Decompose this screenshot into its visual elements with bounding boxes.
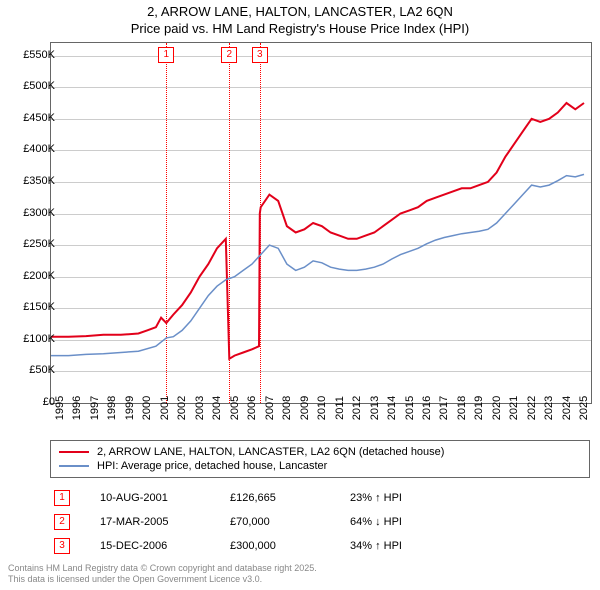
y-tick-label: £300K	[15, 207, 55, 219]
chart-container: 2, ARROW LANE, HALTON, LANCASTER, LA2 6Q…	[0, 0, 600, 590]
footer-line-2: This data is licensed under the Open Gov…	[8, 574, 317, 586]
legend-label: 2, ARROW LANE, HALTON, LANCASTER, LA2 6Q…	[97, 446, 444, 458]
y-tick-label: £250K	[15, 238, 55, 250]
x-tick-label: 2012	[351, 396, 363, 420]
event-number: 1	[54, 490, 70, 506]
title-line-2: Price paid vs. HM Land Registry's House …	[0, 21, 600, 38]
x-tick-label: 1995	[54, 396, 66, 420]
x-tick-label: 1998	[106, 396, 118, 420]
plot-area: 123	[50, 42, 592, 404]
x-tick-label: 2001	[159, 396, 171, 420]
x-tick-label: 2024	[561, 396, 573, 420]
event-row: 1 10-AUG-2001£126,66523% ↑ HPI	[50, 486, 590, 510]
event-table: 1 10-AUG-2001£126,66523% ↑ HPI 2 17-MAR-200…	[50, 486, 590, 558]
legend-swatch	[59, 465, 89, 467]
legend-box: 2, ARROW LANE, HALTON, LANCASTER, LA2 6Q…	[50, 440, 590, 478]
x-tick-label: 1997	[89, 396, 101, 420]
legend-label: HPI: Average price, detached house, Lanc…	[97, 460, 327, 472]
legend-swatch	[59, 451, 89, 453]
event-price: £126,665	[230, 492, 350, 504]
x-tick-label: 2013	[369, 396, 381, 420]
y-tick-label: £50K	[15, 364, 55, 376]
line-series	[51, 43, 591, 403]
y-tick-label: £550K	[15, 49, 55, 61]
footer-text: Contains HM Land Registry data © Crown c…	[8, 563, 317, 586]
x-tick-label: 2023	[543, 396, 555, 420]
event-row: 3 15-DEC-2006£300,00034% ↑ HPI	[50, 534, 590, 558]
y-tick-label: £0	[15, 396, 55, 408]
x-tick-label: 2018	[456, 396, 468, 420]
x-tick-label: 2000	[141, 396, 153, 420]
event-price: £70,000	[230, 516, 350, 528]
x-tick-label: 2004	[211, 396, 223, 420]
series-price_paid	[51, 103, 584, 359]
event-row: 2 17-MAR-2005£70,00064% ↓ HPI	[50, 510, 590, 534]
event-hpi: 23% ↑ HPI	[350, 492, 470, 504]
legend-row: 2, ARROW LANE, HALTON, LANCASTER, LA2 6Q…	[59, 445, 581, 459]
chart-title: 2, ARROW LANE, HALTON, LANCASTER, LA2 6Q…	[0, 0, 600, 38]
y-tick-label: £200K	[15, 270, 55, 282]
event-number: 2	[54, 514, 70, 530]
footer-line-1: Contains HM Land Registry data © Crown c…	[8, 563, 317, 575]
event-date: 15-DEC-2006	[100, 540, 230, 552]
x-tick-label: 2007	[264, 396, 276, 420]
y-tick-label: £100K	[15, 333, 55, 345]
y-tick-label: £350K	[15, 175, 55, 187]
legend-row: HPI: Average price, detached house, Lanc…	[59, 459, 581, 473]
x-tick-label: 2005	[229, 396, 241, 420]
x-tick-label: 2019	[473, 396, 485, 420]
x-tick-label: 2006	[246, 396, 258, 420]
x-tick-label: 2017	[438, 396, 450, 420]
x-tick-label: 2010	[316, 396, 328, 420]
y-tick-label: £450K	[15, 112, 55, 124]
x-tick-label: 2009	[299, 396, 311, 420]
event-hpi: 34% ↑ HPI	[350, 540, 470, 552]
legend-area: 2, ARROW LANE, HALTON, LANCASTER, LA2 6Q…	[50, 440, 590, 558]
x-tick-label: 2011	[334, 396, 346, 420]
event-number: 3	[54, 538, 70, 554]
event-date: 10-AUG-2001	[100, 492, 230, 504]
x-tick-label: 2003	[194, 396, 206, 420]
x-tick-label: 1996	[71, 396, 83, 420]
event-date: 17-MAR-2005	[100, 516, 230, 528]
x-tick-label: 1999	[124, 396, 136, 420]
x-tick-label: 2022	[526, 396, 538, 420]
y-tick-label: £400K	[15, 143, 55, 155]
x-tick-label: 2008	[281, 396, 293, 420]
y-tick-label: £500K	[15, 80, 55, 92]
x-tick-label: 2015	[404, 396, 416, 420]
x-tick-label: 2016	[421, 396, 433, 420]
x-tick-label: 2021	[508, 396, 520, 420]
x-tick-label: 2025	[578, 396, 590, 420]
series-hpi	[51, 174, 584, 355]
title-line-1: 2, ARROW LANE, HALTON, LANCASTER, LA2 6Q…	[0, 4, 600, 21]
event-price: £300,000	[230, 540, 350, 552]
x-tick-label: 2002	[176, 396, 188, 420]
x-tick-label: 2014	[386, 396, 398, 420]
x-tick-label: 2020	[491, 396, 503, 420]
y-tick-label: £150K	[15, 301, 55, 313]
event-hpi: 64% ↓ HPI	[350, 516, 470, 528]
